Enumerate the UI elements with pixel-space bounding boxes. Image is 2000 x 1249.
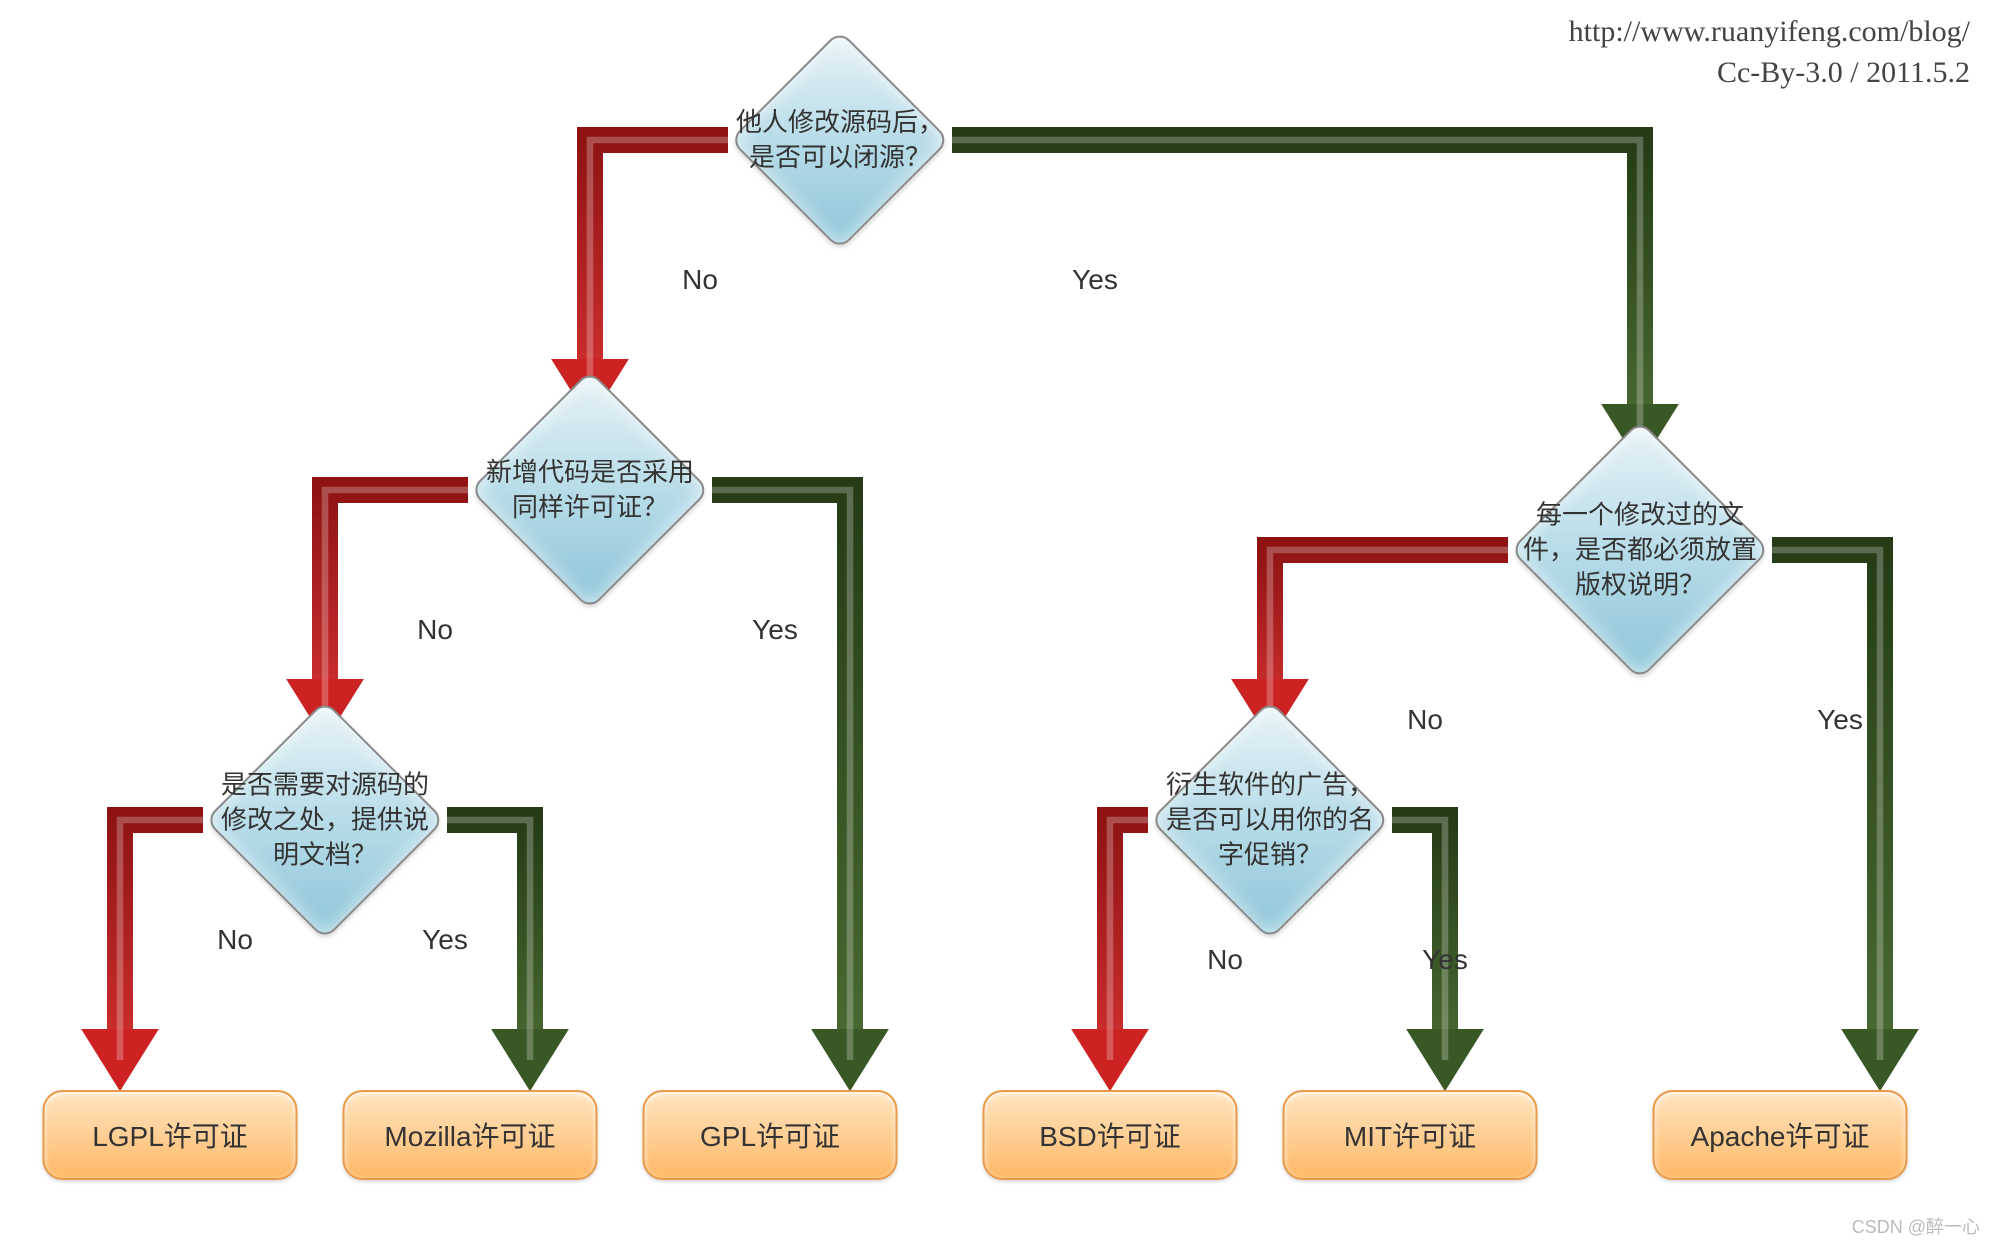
edge-highlight	[1270, 550, 1508, 710]
edge-q_same_license-no	[325, 490, 468, 710]
decision-text: 他人修改源码后，是否可以闭源？	[736, 105, 944, 175]
leaf-lgpl: LGPL许可证	[43, 1090, 298, 1180]
edge-highlight	[1110, 820, 1148, 1060]
edge-label-no: No	[217, 924, 253, 956]
edge-q_docs-no	[120, 820, 203, 1060]
edge-q_promo_name-yes	[1392, 820, 1445, 1060]
edge-label-yes: Yes	[1072, 264, 1118, 296]
edge-q_copyright_notice-no	[1270, 550, 1508, 710]
decision-q_same_license: 新增代码是否采用同样许可证？	[470, 410, 710, 570]
edge-label-yes: Yes	[1422, 944, 1468, 976]
edge-label-no: No	[1207, 944, 1243, 976]
edge-label-yes: Yes	[422, 924, 468, 956]
edge-highlight	[952, 140, 1640, 435]
edge-highlight	[1772, 550, 1880, 1060]
edge-highlight	[712, 490, 850, 1060]
leaf-mozilla: Mozilla许可证	[343, 1090, 598, 1180]
edge-q_copyright_notice-yes	[1772, 550, 1880, 1060]
attribution-url: http://www.ruanyifeng.com/blog/	[1569, 12, 1970, 53]
edge-label-no: No	[417, 614, 453, 646]
decision-text: 新增代码是否采用同样许可证？	[486, 455, 694, 525]
decision-text: 衍生软件的广告，是否可以用你的名字促销？	[1166, 767, 1374, 872]
edge-label-no: No	[1407, 704, 1443, 736]
leaf-apache: Apache许可证	[1653, 1090, 1908, 1180]
leaf-gpl: GPL许可证	[643, 1090, 898, 1180]
attribution-license: Cc-By-3.0 / 2011.5.2	[1569, 53, 1970, 94]
edge-label-no: No	[682, 264, 718, 296]
edge-highlight	[325, 490, 468, 710]
attribution-block: http://www.ruanyifeng.com/blog/ Cc-By-3.…	[1569, 12, 1970, 93]
watermark-text: CSDN @醉一心	[1852, 1213, 1980, 1239]
edge-highlight	[120, 820, 203, 1060]
decision-q_promo_name: 衍生软件的广告，是否可以用你的名字促销？	[1150, 730, 1390, 910]
edge-label-yes: Yes	[752, 614, 798, 646]
edge-q_promo_name-no	[1110, 820, 1148, 1060]
decision-text: 每一个修改过的文件，是否都必须放置版权说明？	[1523, 497, 1757, 602]
edge-q_same_license-yes	[712, 490, 850, 1060]
decision-q_docs: 是否需要对源码的修改之处，提供说明文档？	[205, 730, 445, 910]
decision-q_copyright_notice: 每一个修改过的文件，是否都必须放置版权说明？	[1510, 455, 1770, 645]
leaf-mit: MIT许可证	[1283, 1090, 1538, 1180]
decision-text: 是否需要对源码的修改之处，提供说明文档？	[221, 767, 429, 872]
flowchart-canvas: http://www.ruanyifeng.com/blog/ Cc-By-3.…	[0, 0, 2000, 1249]
decision-q_closed_source: 他人修改源码后，是否可以闭源？	[730, 65, 950, 215]
edge-highlight	[1392, 820, 1445, 1060]
edge-q_closed_source-yes	[952, 140, 1640, 435]
edge-label-yes: Yes	[1817, 704, 1863, 736]
leaf-bsd: BSD许可证	[983, 1090, 1238, 1180]
